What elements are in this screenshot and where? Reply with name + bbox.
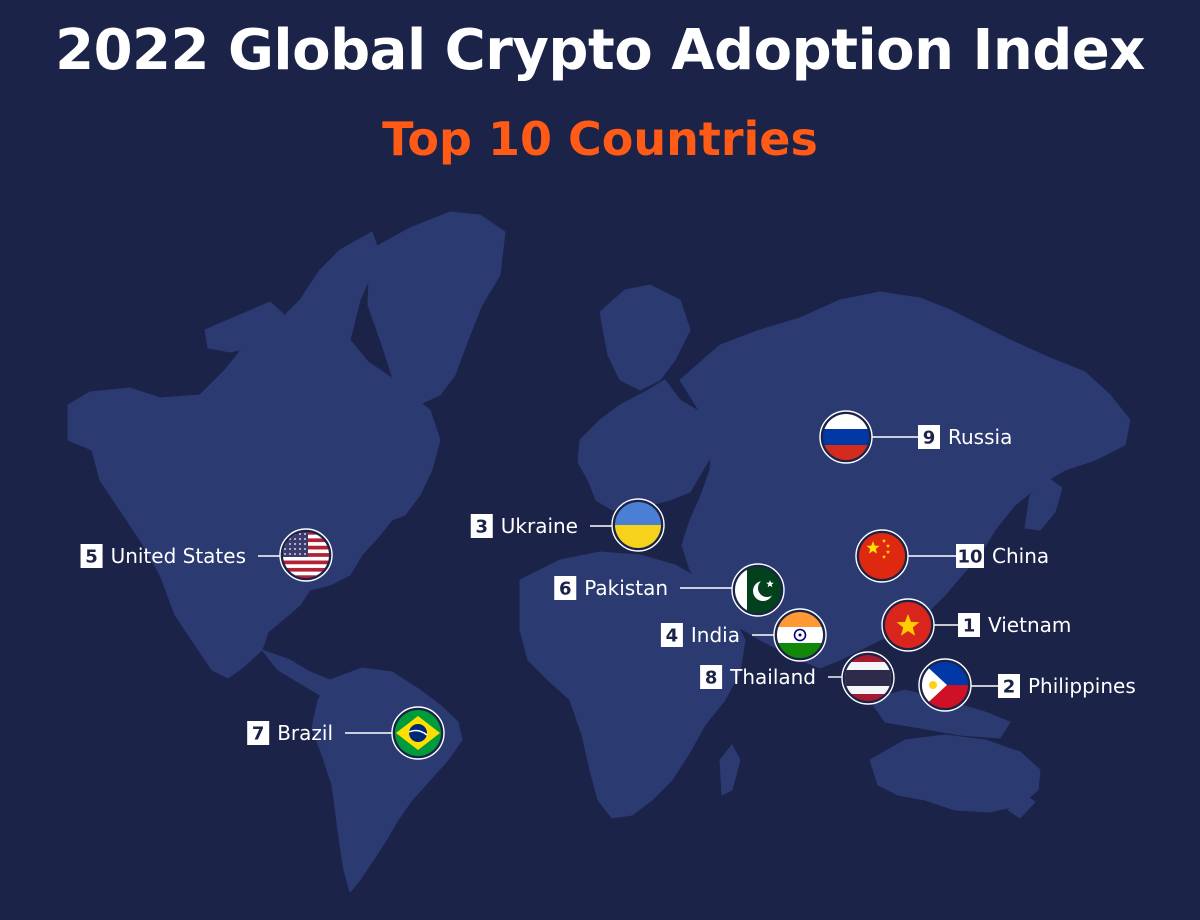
flag-badge [773,608,827,662]
flag-badge [918,658,972,712]
vietnam-flag-icon [885,602,931,648]
south-america-landmass [311,667,463,894]
country-name: Russia [948,425,1012,449]
continents [67,211,1131,894]
rank-number: 1 [963,616,976,637]
flag-badge [611,498,665,552]
asia-landmass [679,291,1131,669]
country-name: Vietnam [988,613,1071,637]
europe-landmass [577,379,716,511]
country-marker-thailand: 8 Thailand [700,651,895,705]
ukraine-flag-icon [615,502,661,548]
new-zealand-landmass [1007,794,1036,819]
country-name: Philippines [1028,674,1136,698]
rank-badge [554,576,577,600]
rank-badge [956,544,984,568]
flag-badge [731,563,785,617]
australia-landmass [869,734,1041,813]
country-name: India [691,623,740,647]
rank-badge [80,544,103,568]
country-marker-philippines: 2 Philippines [918,658,1136,712]
usa-flag-icon [283,532,329,578]
page-subtitle: Top 10 Countries [382,112,818,166]
rank-number: 9 [923,428,936,449]
rank-number: 5 [85,547,98,568]
country-marker-brazil: 7 Brazil [247,706,445,760]
rank-badge [700,665,723,689]
rank-badge [660,623,683,647]
rank-badge [958,613,980,637]
rank-number: 3 [475,517,488,538]
rank-badge [918,425,940,449]
flag-badge [279,528,333,582]
rank-number: 2 [1003,677,1016,698]
rank-number: 6 [559,579,572,600]
pakistan-flag-icon [735,567,781,613]
country-name: United States [111,544,246,568]
rank-number: 8 [705,668,718,689]
russia-flag-icon [823,414,869,460]
flag-badge [841,651,895,705]
greenland-landmass [367,211,506,406]
philippines-flag-icon [922,662,968,708]
india-flag-icon [777,612,823,658]
flag-badge [819,410,873,464]
country-marker-india: 4 India [660,608,827,662]
page-title: 2022 Global Crypto Adoption Index [55,18,1145,83]
rank-number: 10 [957,547,982,568]
flag-badge [391,706,445,760]
rank-number: 4 [666,626,679,647]
rank-badge [998,674,1020,698]
country-name: Ukraine [501,514,578,538]
japan-landmass [1024,477,1063,531]
arctic-islands [204,301,291,353]
country-marker-united-states: 5 United States [80,528,333,582]
country-markers: 1 Vietnam 2 Philippines 3 Ukraine 4 India 5 Unite… [80,410,1136,760]
madagascar-landmass [719,744,741,796]
country-marker-vietnam: 1 Vietnam [881,598,1071,652]
africa-landmass [519,551,746,819]
country-name: Thailand [729,665,816,689]
country-marker-pakistan: 6 Pakistan [554,563,785,617]
thailand-flag-icon [845,655,891,701]
flag-badge [881,598,935,652]
country-name: Pakistan [584,576,668,600]
brazil-flag-icon [395,710,441,756]
rank-badge [470,514,493,538]
country-marker-china: 10 China [855,529,1049,583]
rank-badge [247,721,270,745]
country-name: China [992,544,1049,568]
scandinavia-landmass [599,284,691,391]
rank-number: 7 [252,724,265,745]
country-marker-russia: 9 Russia [819,410,1012,464]
flag-badge [855,529,909,583]
country-marker-ukraine: 3 Ukraine [470,498,665,552]
country-name: Brazil [277,721,333,745]
china-flag-icon [859,533,905,579]
